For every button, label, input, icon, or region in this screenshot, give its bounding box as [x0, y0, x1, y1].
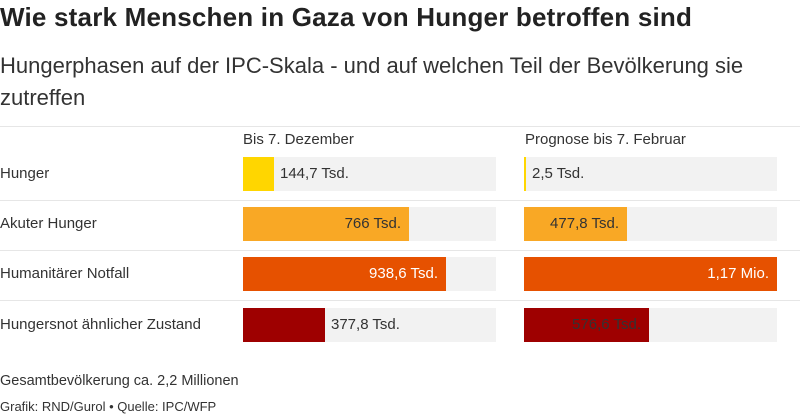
row-divider — [0, 200, 800, 201]
category-label-hunger: Hunger — [0, 165, 50, 182]
bar-hunger-februar — [524, 157, 526, 191]
bar-hungersnot-aehnlicher-zustand-dezember — [243, 308, 325, 342]
data-label: 576,6 Tsd. — [572, 316, 641, 333]
chart-subtitle: Hungerphasen auf der IPC-Skala - und auf… — [0, 53, 744, 110]
data-label: 1,17 Mio. — [707, 265, 769, 282]
header-divider — [0, 126, 800, 127]
total-population-note: Gesamtbevölkerung ca. 2,2 Millionen — [0, 373, 239, 389]
bar-akuter-hunger-dezember — [243, 207, 409, 241]
bar-humanitaerer-notfall-februar — [524, 257, 777, 291]
bar-hungersnot-aehnlicher-zustand-februar — [524, 308, 649, 342]
data-label: 938,6 Tsd. — [369, 265, 438, 282]
bar-track — [524, 157, 777, 191]
data-label: 377,8 Tsd. — [331, 316, 400, 333]
category-label-humanitaerer-notfall: Humanitärer Notfall — [0, 265, 130, 282]
source-credit: Grafik: RND/Gurol • Quelle: IPC/WFP — [0, 399, 217, 414]
panel-header-dezember: Bis 7. Dezember — [243, 131, 354, 148]
category-label-hungersnot-aehnlicher-zustand: Hungersnot ähnlicher Zustand — [0, 316, 201, 333]
row-divider — [0, 300, 800, 301]
bar-humanitaerer-notfall-dezember — [243, 257, 446, 291]
row-divider — [0, 250, 800, 251]
bar-hunger-dezember — [243, 157, 274, 191]
bar-track — [243, 157, 496, 191]
bar-akuter-hunger-februar — [524, 207, 627, 241]
data-label: 2,5 Tsd. — [532, 165, 585, 182]
data-label: 766 Tsd. — [344, 215, 401, 232]
chart-title: Wie stark Menschen in Gaza von Hunger be… — [0, 2, 693, 32]
data-label: 144,7 Tsd. — [280, 165, 349, 182]
data-label: 477,8 Tsd. — [550, 215, 619, 232]
category-label-akuter-hunger: Akuter Hunger — [0, 215, 97, 232]
panel-header-februar: Prognose bis 7. Februar — [525, 131, 686, 148]
